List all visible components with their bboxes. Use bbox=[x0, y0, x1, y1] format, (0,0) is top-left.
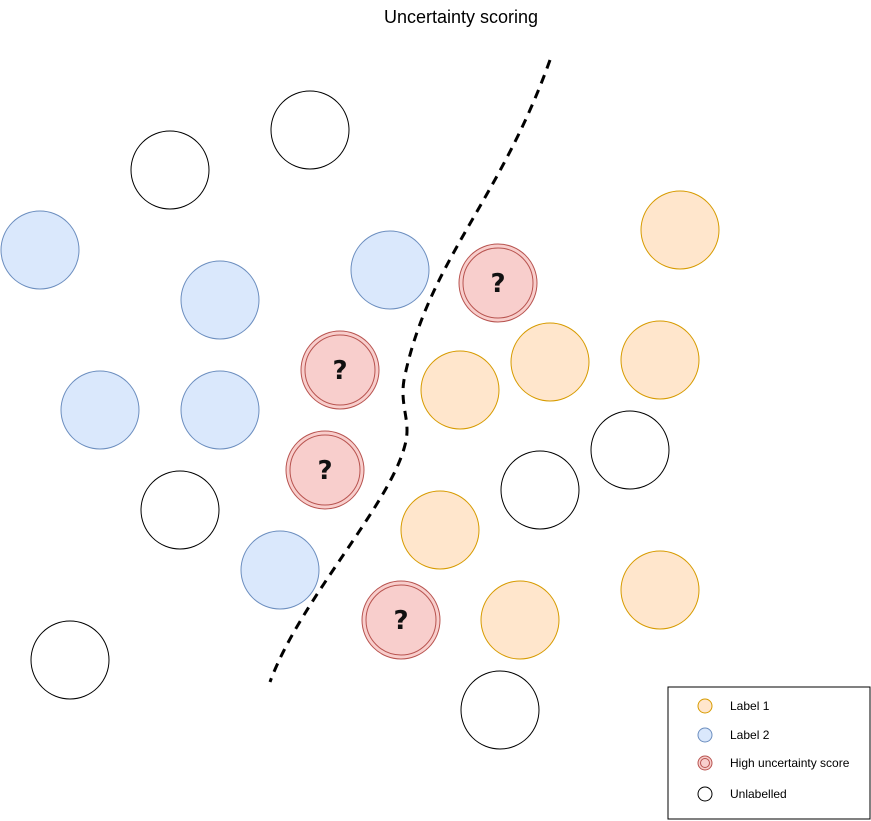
unlabelled-legend-swatch bbox=[697, 786, 713, 802]
label2-point bbox=[240, 530, 320, 610]
unlabelled-point bbox=[590, 410, 670, 490]
legend-item-label2: Label 2 bbox=[697, 727, 770, 743]
label2-point bbox=[180, 370, 260, 450]
label1-point bbox=[620, 550, 700, 630]
decision-boundary-line bbox=[268, 59, 552, 683]
legend-item-unlabelled: Unlabelled bbox=[697, 786, 787, 802]
question-mark-icon: ? bbox=[393, 606, 408, 636]
label2-point bbox=[180, 260, 260, 340]
label1-point bbox=[620, 320, 700, 400]
label1-legend-swatch bbox=[697, 698, 713, 714]
legend-label: Label 2 bbox=[730, 728, 770, 742]
unlabelled-point bbox=[30, 620, 110, 700]
label1-point bbox=[400, 490, 480, 570]
label1-point bbox=[480, 580, 560, 660]
data-points: ???? bbox=[0, 90, 720, 750]
question-mark-icon: ? bbox=[317, 456, 332, 486]
legend-label: Label 1 bbox=[730, 699, 770, 713]
label2-point bbox=[0, 210, 80, 290]
legend-item-label1: Label 1 bbox=[697, 698, 770, 714]
legend-label: High uncertainty score bbox=[730, 756, 850, 770]
unlabelled-point bbox=[130, 130, 210, 210]
uncertain-point: ? bbox=[285, 430, 365, 510]
uncertain-point: ? bbox=[458, 243, 538, 323]
unlabelled-point bbox=[500, 450, 580, 530]
question-mark-icon: ? bbox=[332, 356, 347, 386]
legend-items: Label 1 Label 2 High uncertainty score Unla… bbox=[697, 698, 850, 802]
uncertain-inner-ring bbox=[289, 434, 361, 506]
label1-point bbox=[420, 350, 500, 430]
uncertain-inner-ring bbox=[304, 334, 376, 406]
unlabelled-point bbox=[140, 470, 220, 550]
legend: Label 1 Label 2 High uncertainty score Unla… bbox=[667, 686, 871, 820]
label2-point bbox=[60, 370, 140, 450]
unlabelled-point bbox=[460, 670, 540, 750]
label2-legend-swatch bbox=[697, 727, 713, 743]
label2-point bbox=[350, 230, 430, 310]
legend-label: Unlabelled bbox=[730, 787, 787, 801]
unlabelled-point bbox=[270, 90, 350, 170]
uncertain-point: ? bbox=[300, 330, 380, 410]
uncertain-inner-ring bbox=[462, 247, 534, 319]
legend-item-uncertain: High uncertainty score bbox=[697, 755, 850, 771]
question-mark-icon: ? bbox=[490, 269, 505, 299]
label1-point bbox=[640, 190, 720, 270]
uncertain-point: ? bbox=[361, 580, 441, 660]
uncertain-legend-inner-ring bbox=[700, 758, 710, 768]
label1-point bbox=[510, 322, 590, 402]
uncertain-inner-ring bbox=[365, 584, 437, 656]
diagram-title: Uncertainty scoring bbox=[384, 7, 538, 27]
